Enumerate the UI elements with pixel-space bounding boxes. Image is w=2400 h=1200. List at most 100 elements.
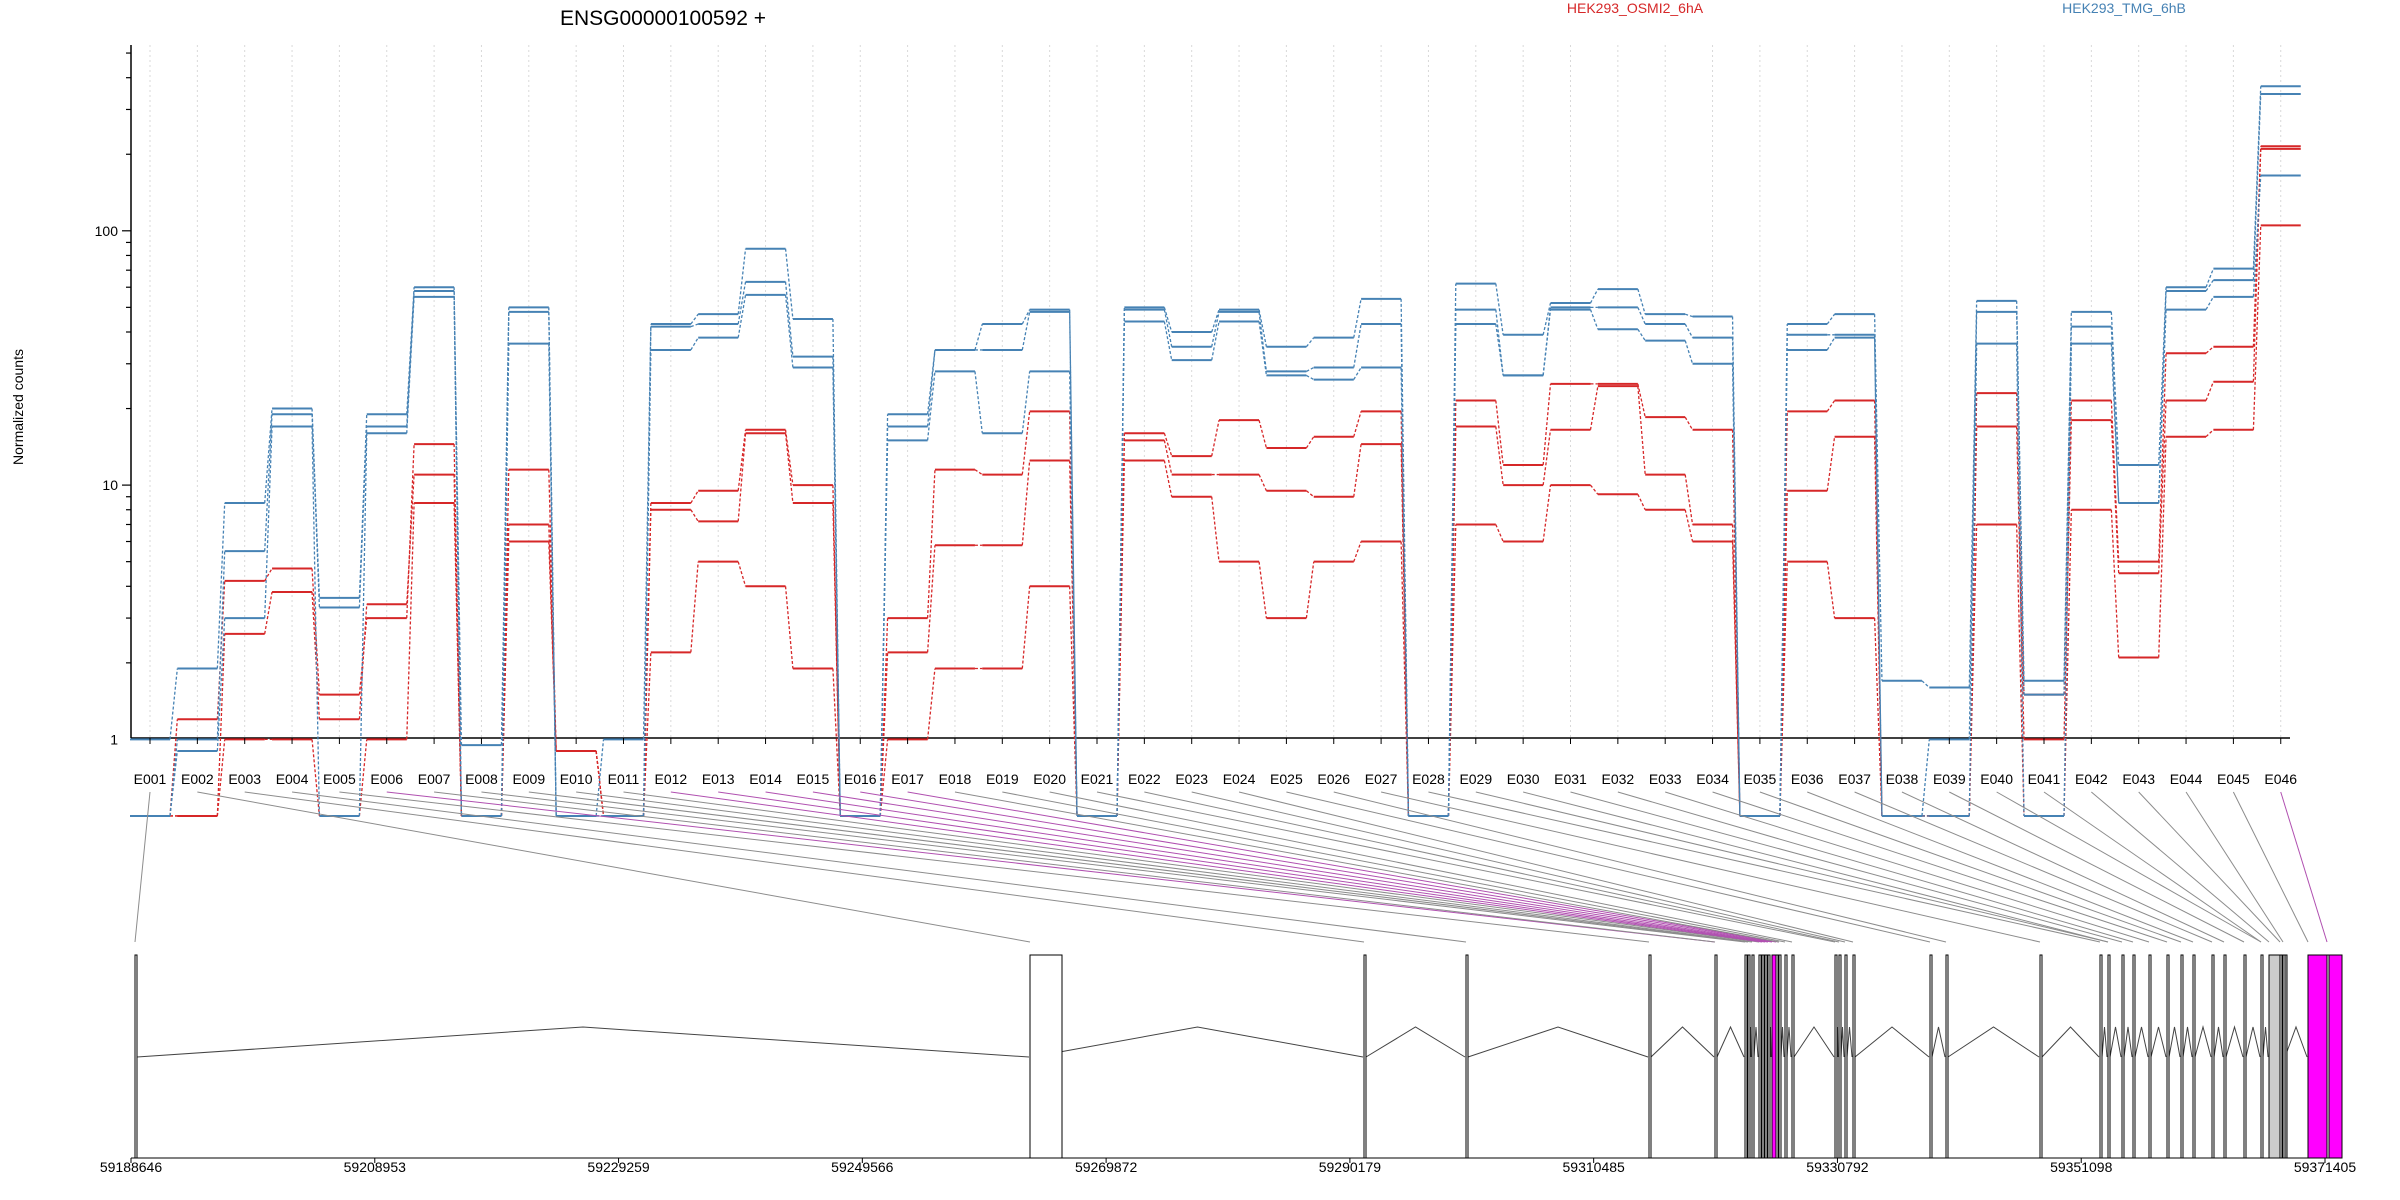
x-tick-label: E036: [1791, 771, 1824, 787]
series-connector: [406, 290, 415, 427]
x-tick-label: E029: [1459, 771, 1492, 787]
intron-line: [136, 1026, 1030, 1058]
exon-box: [2121, 954, 2125, 1159]
series-connector: [1731, 541, 1741, 816]
series-connector: [1353, 298, 1362, 338]
exon-box: [1714, 954, 1718, 1159]
series-connector: [264, 568, 273, 582]
exon-box: [1029, 954, 1063, 1159]
series-connector: [406, 296, 415, 434]
series-connector: [2205, 429, 2214, 438]
genomic-tick-label: 59208953: [344, 1159, 407, 1175]
x-tick-label: E035: [1744, 771, 1777, 787]
series-connector: [2205, 279, 2214, 292]
series-connector: [264, 414, 273, 552]
series-connector: [1779, 490, 1788, 816]
intron-line: [2123, 1026, 2133, 1058]
series-connector: [690, 313, 699, 325]
series-connector: [1921, 680, 1930, 688]
x-tick-label: E045: [2217, 771, 2250, 787]
series-connector: [500, 307, 510, 746]
series-connector: [2110, 343, 2120, 504]
series-connector: [1637, 328, 1646, 341]
plot-axes: 1 10 100: [95, 45, 2290, 747]
series-connector: [1021, 309, 1031, 325]
exon-connector: [1096, 791, 1836, 943]
series-connector: [1542, 302, 1552, 335]
series-connector: [311, 414, 321, 608]
series-connector: [500, 343, 510, 816]
exon-box: [1778, 954, 1782, 1159]
series-connector: [2016, 524, 2025, 816]
series-connector: [1258, 321, 1268, 376]
x-tick-label: E007: [418, 771, 451, 787]
series-connector: [784, 586, 794, 669]
intron-line: [1854, 1026, 1930, 1058]
x-tick-label: E014: [749, 771, 782, 787]
exon-connector: [1523, 791, 2109, 943]
x-tick-label: E004: [276, 771, 309, 787]
exon-box: [1844, 954, 1848, 1159]
exon-connector: [244, 791, 1365, 943]
y-tick-label: 10: [102, 477, 118, 493]
exon-box: [1834, 954, 1838, 1159]
x-tick-label: E030: [1507, 771, 1540, 787]
series-connector: [1163, 309, 1173, 347]
series-connector: [1306, 366, 1315, 372]
series-connector: [642, 349, 652, 816]
series-connector: [974, 469, 983, 476]
x-tick-label: E012: [654, 771, 687, 787]
series-connector: [1353, 367, 1362, 380]
series-HEK293_TMG_6hB-3: [130, 85, 2301, 817]
series-connector: [1873, 618, 1883, 816]
series-connector: [1163, 460, 1173, 497]
exon-connector: [528, 791, 1749, 943]
intron-line: [2194, 1025, 2212, 1058]
series-lines: [130, 85, 2301, 817]
x-tick-label: E033: [1649, 771, 1682, 787]
intron-line: [1031, 1026, 1364, 1058]
series-connector: [1826, 400, 1836, 412]
series-connector: [1305, 337, 1315, 348]
series-connector: [690, 490, 699, 504]
series-connector: [1163, 307, 1173, 333]
series-connector: [1542, 429, 1552, 486]
exon-box: [1791, 954, 1795, 1159]
intron-line: [1365, 1026, 1466, 1058]
intron-line: [2134, 1026, 2149, 1058]
exon-box: [2148, 954, 2152, 1159]
series-connector: [926, 349, 936, 415]
series-connector: [1258, 420, 1268, 449]
exon-connector: [1996, 791, 2262, 943]
series-connector: [1589, 386, 1599, 430]
series-connector: [784, 429, 794, 486]
genomic-tick-label: 59269872: [1075, 1159, 1138, 1175]
series-connector: [879, 440, 889, 816]
x-tick-label: E027: [1365, 771, 1398, 787]
exon-connector: [1333, 791, 1947, 943]
series-connector: [2205, 346, 2214, 354]
exon-connector: [1286, 791, 1931, 943]
x-tick-label: E039: [1933, 771, 1966, 787]
series-connector: [737, 281, 747, 325]
exon-tick-labels: E001 E002 E003 E004 E005 E006 E007 E008 E009 E010…: [134, 738, 2297, 787]
genomic-tick-label: 59310485: [1563, 1159, 1626, 1175]
exon-box: [1852, 954, 1856, 1159]
series-connector: [737, 433, 747, 522]
exon-connector: [1570, 791, 2123, 943]
exon-box: [2326, 954, 2330, 1159]
series-connector: [1211, 309, 1220, 333]
series-connector: [690, 337, 699, 351]
exon-connector: [718, 791, 1766, 943]
series-connector: [1495, 323, 1504, 376]
series-connector: [311, 591, 321, 720]
series-connector: [1021, 311, 1031, 351]
series-connector: [1495, 400, 1504, 466]
intron-line: [1793, 1026, 1835, 1058]
series-connector: [2252, 175, 2262, 297]
x-tick-label: E034: [1696, 771, 1729, 787]
intron-line: [2284, 1025, 2308, 1058]
exon-connector: [670, 791, 1763, 943]
series-connector: [311, 739, 321, 817]
exon-box: [1784, 954, 1788, 1159]
